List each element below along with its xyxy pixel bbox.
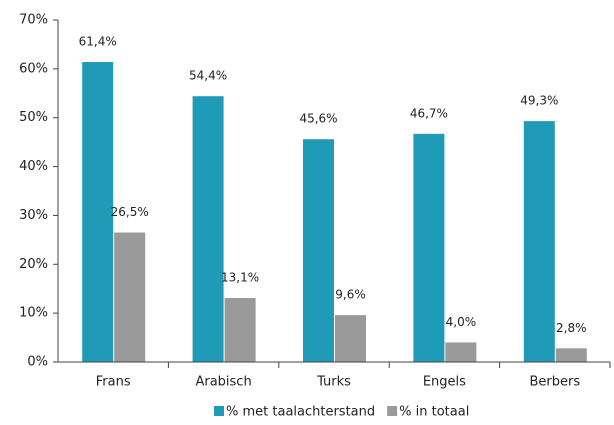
y-tick-label: 30% xyxy=(19,208,48,223)
bar xyxy=(224,297,256,362)
bar xyxy=(114,232,146,362)
y-tick-label: 50% xyxy=(19,110,48,125)
x-tick-label: Turks xyxy=(316,375,351,390)
bar xyxy=(523,121,555,363)
value-label: 2,8% xyxy=(556,321,587,335)
x-tick-label: Frans xyxy=(96,375,131,390)
bar xyxy=(192,96,224,363)
value-label: 46,7% xyxy=(410,106,448,120)
value-label: 54,4% xyxy=(189,69,227,83)
legend-label: % in totaal xyxy=(399,405,469,420)
y-tick-label: 70% xyxy=(19,13,48,28)
y-tick-label: 40% xyxy=(19,159,48,174)
bar xyxy=(335,315,366,362)
x-tick-label: Arabisch xyxy=(195,375,251,390)
bar xyxy=(445,342,477,362)
x-tick-label: Engels xyxy=(423,375,466,390)
legend-label: % met taalachterstand xyxy=(226,405,375,420)
bar xyxy=(82,62,114,362)
bar xyxy=(413,133,445,362)
legend-swatch xyxy=(387,406,398,416)
bar xyxy=(303,139,334,362)
y-tick-label: 60% xyxy=(19,61,48,76)
bar xyxy=(555,348,587,362)
y-tick-label: 0% xyxy=(27,355,48,370)
value-label: 45,6% xyxy=(299,112,337,126)
value-label: 49,3% xyxy=(520,94,558,108)
value-label: 61,4% xyxy=(79,35,117,49)
y-tick-label: 20% xyxy=(19,257,48,272)
value-label: 26,5% xyxy=(111,205,149,219)
legend-swatch xyxy=(214,406,224,416)
y-tick-label: 10% xyxy=(19,306,48,321)
x-tick-label: Berbers xyxy=(529,375,580,390)
value-label: 9,6% xyxy=(335,288,366,302)
value-label: 13,1% xyxy=(221,270,259,284)
value-label: 4,0% xyxy=(446,315,477,329)
